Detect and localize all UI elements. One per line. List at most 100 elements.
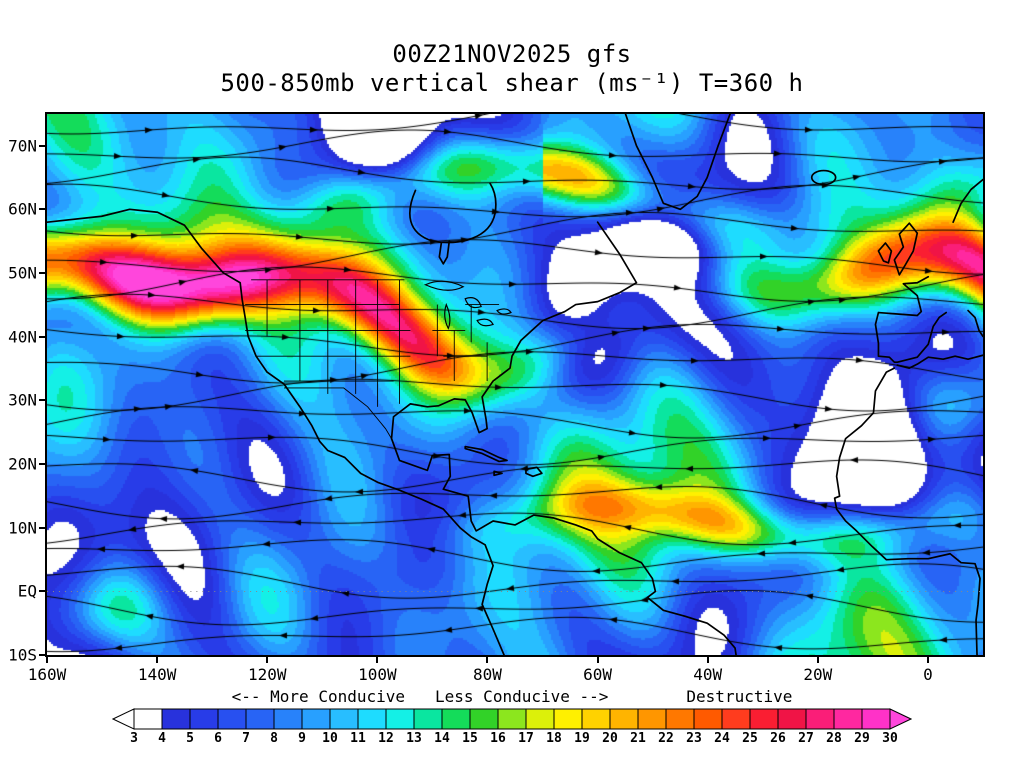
legend-more-conducive: <-- More Conducive — [231, 687, 406, 706]
x-tick-mark — [926, 657, 929, 663]
colorbar-segment — [189, 708, 219, 730]
colorbar-tick-label: 29 — [854, 731, 870, 746]
colorbar-segment — [553, 708, 583, 730]
colorbar-tick-label: 26 — [770, 731, 786, 746]
x-tick-label: 100W — [358, 665, 397, 684]
x-tick-label: 160W — [27, 665, 67, 684]
colorbar-segment — [469, 708, 499, 730]
x-tick-mark — [486, 657, 489, 663]
colorbar-tick-label: 12 — [378, 731, 394, 746]
colorbar-tick-label: 16 — [490, 731, 506, 746]
y-tick-label: 50N — [8, 263, 37, 283]
great-lakes — [423, 280, 512, 330]
x-axis-labels: 160W 140W 120W 100W 80W 60W 40W 20W 0 — [28, 657, 985, 687]
y-tick-mark — [39, 335, 45, 338]
shear-field-canvas — [47, 114, 983, 655]
colorbar-segment — [329, 708, 359, 730]
colorbar-tick-label: 6 — [214, 731, 222, 746]
x-tick-mark — [266, 657, 269, 663]
colorbar-tick-label: 18 — [546, 731, 562, 746]
colorbar-tick-label: 28 — [826, 731, 842, 746]
y-axis-labels: 70N 60N 50N 40N 30N 20N 10N EQ 10S — [0, 112, 45, 665]
colorbar-segment — [357, 708, 387, 730]
colorbar-tick-label: 10 — [322, 731, 338, 746]
colorbar-segment — [749, 708, 779, 730]
colorbar-segment — [665, 708, 695, 730]
colorbar-tick-label: 22 — [658, 731, 674, 746]
y-tick-mark — [39, 208, 45, 211]
colorbar-under-arrow — [111, 708, 135, 730]
colorbar-segment — [721, 708, 751, 730]
x-tick-label: 40W — [693, 665, 723, 684]
colorbar-segment — [273, 708, 303, 730]
y-tick-mark — [39, 463, 45, 466]
colorbar-svg — [111, 708, 913, 730]
y-tick-mark — [39, 144, 45, 147]
state-borders — [245, 279, 500, 439]
colorbar-over-arrow — [889, 708, 913, 730]
x-tick-mark — [596, 657, 599, 663]
y-tick-label: 60N — [8, 199, 37, 219]
colorbar-segment — [693, 708, 723, 730]
colorbar-tick-label: 11 — [350, 731, 366, 746]
y-tick-label: 30N — [8, 390, 37, 410]
y-tick-label: 20N — [8, 454, 37, 474]
x-tick-label: 0 — [923, 665, 933, 684]
colorbar — [111, 708, 913, 730]
colorbar-tick-label: 19 — [574, 731, 590, 746]
y-tick-label: EQ — [17, 581, 37, 601]
colorbar-segment — [161, 708, 191, 730]
colorbar-segment — [301, 708, 331, 730]
colorbar-segment — [525, 708, 555, 730]
colorbar-segment — [833, 708, 863, 730]
x-tick-mark — [46, 657, 48, 663]
y-tick-label: 10S — [8, 645, 37, 665]
coastlines-overlay — [47, 114, 983, 655]
coastlines — [47, 114, 983, 655]
colorbar-tick-label: 21 — [630, 731, 646, 746]
y-tick-mark — [39, 399, 45, 402]
x-tick-label: 120W — [247, 665, 287, 684]
colorbar-segment — [609, 708, 639, 730]
colorbar-segment — [217, 708, 247, 730]
colorbar-tick-label: 9 — [298, 731, 306, 746]
colorbar-tick-label: 7 — [242, 731, 250, 746]
colorbar-segment — [245, 708, 275, 730]
colorbar-tick-label: 17 — [518, 731, 534, 746]
colorbar-tick-label: 25 — [742, 731, 758, 746]
x-tick-mark — [816, 657, 819, 663]
colorbar-annotations: <-- More Conducive Less Conducive --> De… — [0, 687, 1024, 706]
colorbar-segment — [777, 708, 807, 730]
x-tick-label: 20W — [803, 665, 833, 684]
colorbar-segment — [637, 708, 667, 730]
map-plot — [45, 112, 985, 657]
colorbar-tick-label: 8 — [270, 731, 278, 746]
colorbar-segment — [805, 708, 835, 730]
y-tick-mark — [39, 272, 45, 275]
colorbar-tick-labels: 3 4 5 6 7 8 9 10 11 12 13 14 15 16 17 18 19 20 21 22 23 24 25 2… — [112, 731, 912, 747]
x-tick-mark — [156, 657, 159, 663]
colorbar-segment — [413, 708, 443, 730]
colorbar-segment — [133, 708, 163, 730]
title-block: 00Z21NOV2025 gfs 500-850mb vertical shea… — [0, 40, 1024, 98]
colorbar-tick-label: 23 — [686, 731, 702, 746]
chart-subtitle: 500-850mb vertical shear (ms⁻¹) T=360 h — [220, 69, 804, 97]
x-tick-mark — [706, 657, 709, 663]
legend-destructive: Destructive — [686, 687, 793, 706]
chart-title: 00Z21NOV2025 gfs — [392, 40, 632, 68]
x-tick-mark — [376, 657, 379, 663]
y-tick-label: 70N — [8, 136, 37, 156]
colorbar-segment — [861, 708, 891, 730]
colorbar-tick-label: 5 — [186, 731, 194, 746]
colorbar-segment — [581, 708, 611, 730]
colorbar-tick-label: 13 — [406, 731, 422, 746]
y-tick-mark — [39, 590, 45, 593]
legend-less-conducive: Less Conducive --> — [435, 687, 609, 706]
y-tick-label: 40N — [8, 327, 37, 347]
colorbar-tick-label: 3 — [130, 731, 138, 746]
colorbar-segment — [385, 708, 415, 730]
colorbar-tick-label: 30 — [882, 731, 898, 746]
y-tick-mark — [39, 654, 45, 656]
colorbar-segment — [497, 708, 527, 730]
colorbar-tick-label: 15 — [462, 731, 478, 746]
